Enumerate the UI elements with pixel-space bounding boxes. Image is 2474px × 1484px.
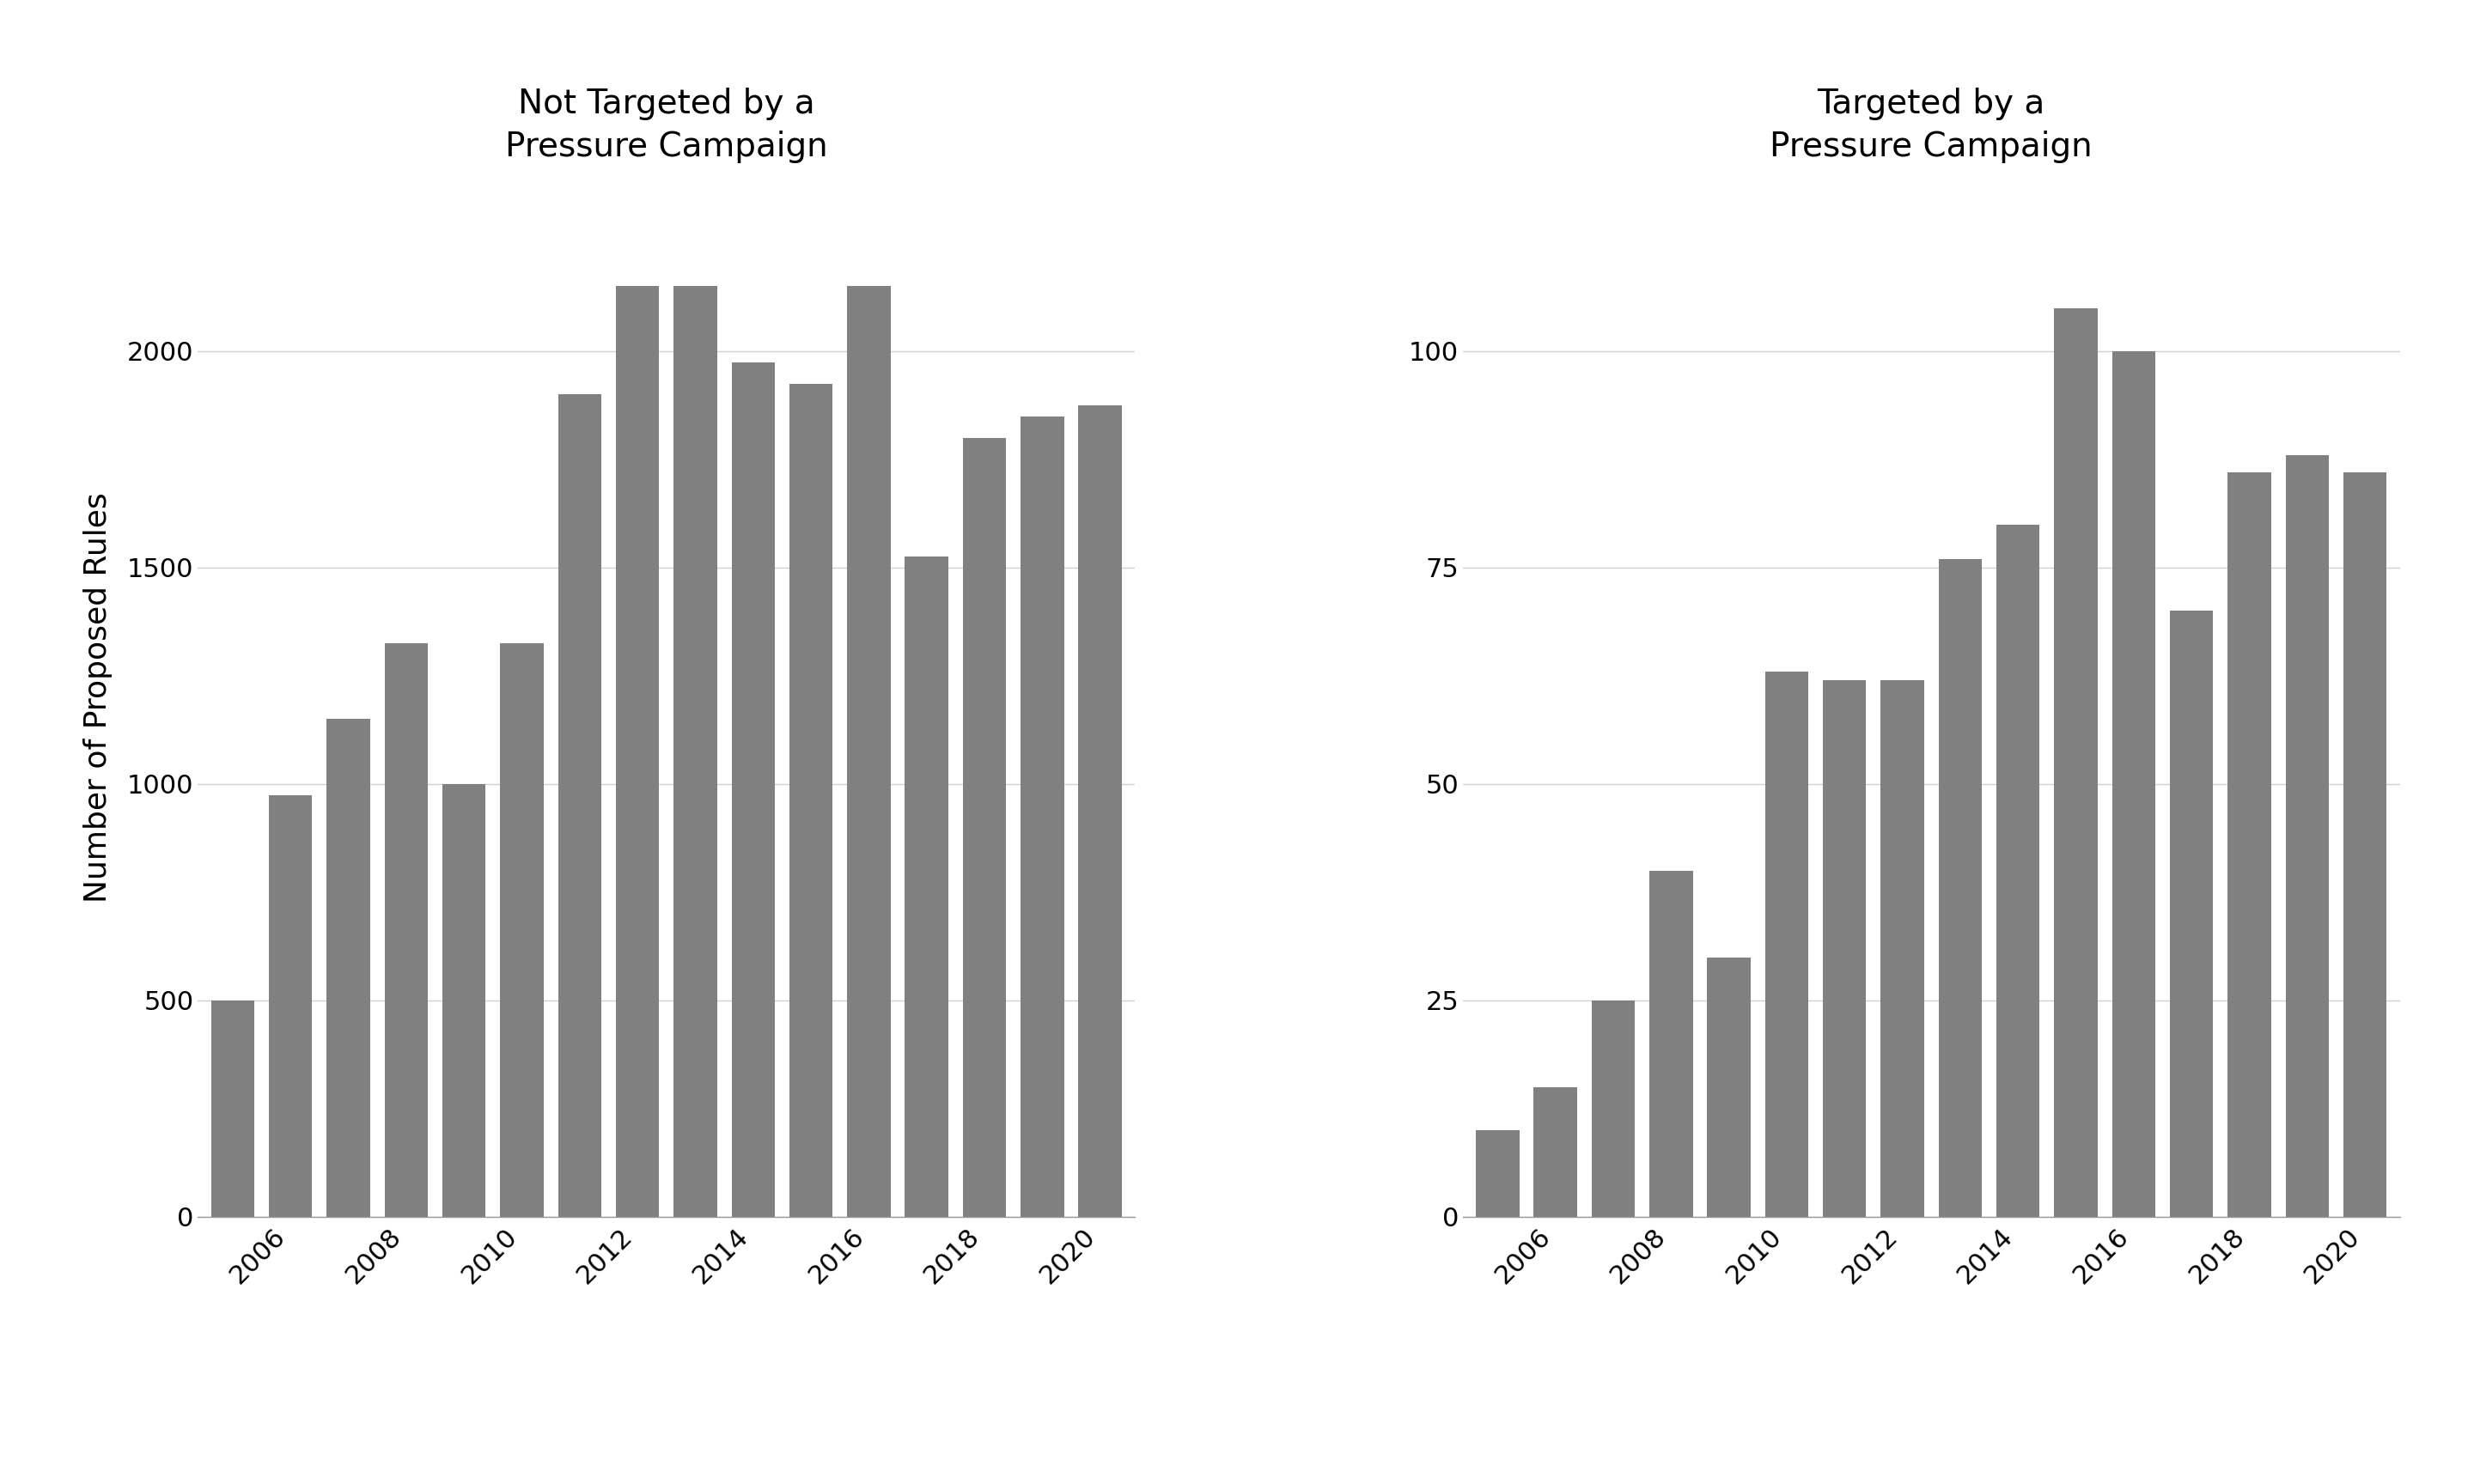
Title: Not Targeted by a
Pressure Campaign: Not Targeted by a Pressure Campaign <box>505 88 829 163</box>
Bar <box>210 1000 255 1217</box>
Bar <box>559 395 601 1217</box>
Bar <box>1707 957 1752 1217</box>
Bar <box>905 556 948 1217</box>
Bar <box>1764 672 1808 1217</box>
Bar <box>962 438 1007 1217</box>
Bar <box>2227 472 2271 1217</box>
Bar <box>2343 472 2387 1217</box>
Bar <box>1079 405 1121 1217</box>
Bar <box>1880 680 1925 1217</box>
Bar <box>1823 680 1865 1217</box>
Bar <box>1940 559 1982 1217</box>
Bar <box>327 720 371 1217</box>
Bar <box>1534 1086 1576 1217</box>
Bar <box>500 644 544 1217</box>
Bar <box>1477 1131 1519 1217</box>
Bar <box>2170 611 2214 1217</box>
Bar <box>2286 456 2328 1217</box>
Bar <box>616 286 658 1217</box>
Bar <box>789 384 834 1217</box>
Bar <box>2113 352 2155 1217</box>
Bar <box>673 286 717 1217</box>
Bar <box>1591 1000 1635 1217</box>
Bar <box>270 795 312 1217</box>
Bar <box>1650 871 1692 1217</box>
Y-axis label: Number of Proposed Rules: Number of Proposed Rules <box>84 493 114 902</box>
Bar <box>846 286 891 1217</box>
Title: Targeted by a
Pressure Campaign: Targeted by a Pressure Campaign <box>1769 88 2093 163</box>
Bar <box>383 644 428 1217</box>
Bar <box>732 362 774 1217</box>
Bar <box>1022 416 1064 1217</box>
Bar <box>2053 309 2098 1217</box>
Bar <box>443 784 485 1217</box>
Bar <box>1997 524 2039 1217</box>
